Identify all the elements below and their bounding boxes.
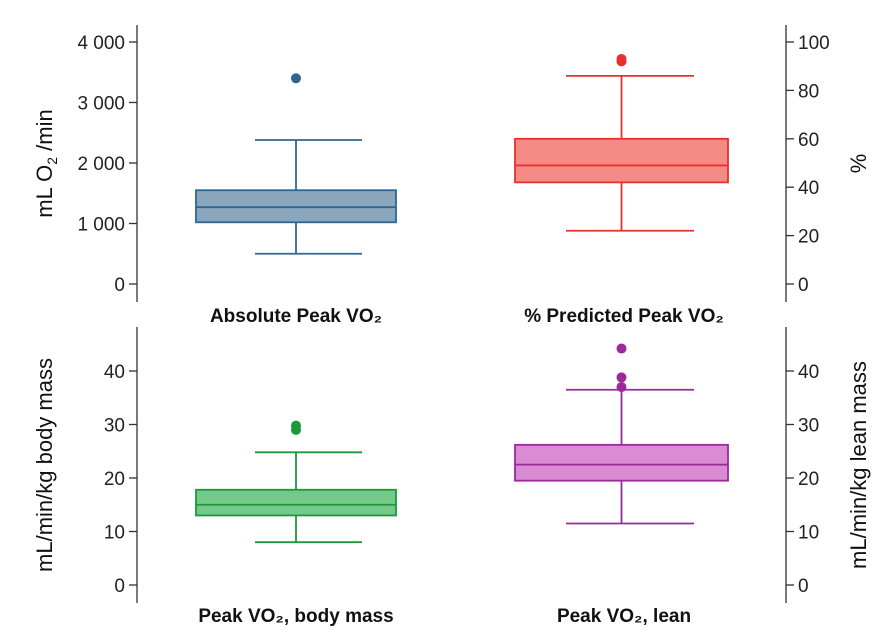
y-tick-label: 1 000	[77, 215, 125, 236]
y-tick-label: 4 000	[77, 33, 125, 54]
y-tick-label: 40	[798, 362, 819, 383]
y-axis-title: mL O2 /min	[32, 109, 60, 217]
panel-4: 0 10 20 30 40 mL/min/kg lean mass Peak VO₂, le…	[514, 327, 871, 627]
interquartile-box	[514, 137, 729, 184]
y-tick-label: 30	[798, 416, 819, 437]
y-tick-label: 80	[798, 81, 819, 102]
y-axis-title: %	[846, 154, 871, 174]
panel-2: 0 20 40 60 80 100% % Predicted Peak VO₂	[514, 25, 871, 327]
outlier-point	[616, 382, 627, 393]
y-tick-label: 20	[104, 469, 125, 490]
panel-1: 0 1 000 2 000 3 000 4 000 mL O2 /min Absolute …	[32, 25, 397, 327]
panel-caption: Peak VO₂, body mass	[198, 606, 393, 627]
panel-caption: Absolute Peak VO₂	[210, 306, 382, 327]
y-tick-label: 20	[798, 469, 819, 490]
interquartile-box	[514, 443, 729, 482]
y-tick-label: 0	[798, 576, 809, 597]
panel-caption: % Predicted Peak VO₂	[524, 306, 724, 327]
y-tick-label: 10	[104, 523, 125, 544]
y-tick-label: 60	[798, 130, 819, 151]
outlier-point	[616, 343, 627, 354]
y-tick-label: 20	[798, 227, 819, 248]
y-tick-label: 0	[114, 576, 125, 597]
y-tick-label: 40	[798, 178, 819, 199]
y-tick-label: 2 000	[77, 154, 125, 175]
outlier-point	[291, 73, 301, 84]
panel-caption: Peak VO₂, lean	[557, 606, 691, 627]
panel-3: 0 10 20 30 40 mL/min/kg body mass Peak VO₂, bo…	[32, 327, 397, 627]
y-tick-label: 3 000	[77, 94, 125, 115]
outlier-point	[616, 372, 627, 383]
y-tick-label: 40	[104, 362, 125, 383]
y-tick-label: 10	[798, 523, 819, 544]
outlier-point	[616, 53, 627, 64]
interquartile-box	[195, 189, 397, 224]
y-tick-label: 0	[798, 275, 809, 296]
y-axis-title: mL/min/kg lean mass	[846, 361, 871, 569]
outlier-point	[291, 420, 301, 431]
y-tick-label: 0	[114, 275, 125, 296]
y-tick-label: 30	[104, 416, 125, 437]
y-tick-label: 100	[798, 33, 830, 54]
y-axis-title: mL/min/kg body mass	[32, 358, 57, 572]
interquartile-box	[195, 488, 397, 517]
